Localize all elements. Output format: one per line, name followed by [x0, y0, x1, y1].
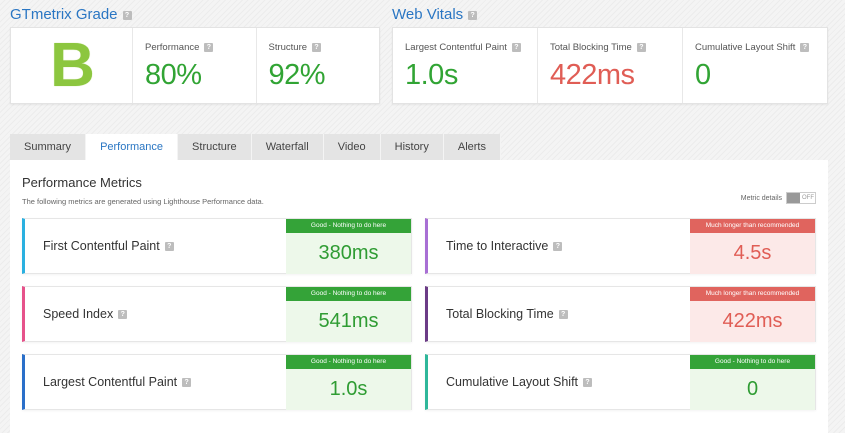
grade-letter-cell: B	[11, 28, 133, 103]
metric-details-label: Metric details	[740, 194, 782, 202]
grade-card: B Performance? 80% Structure? 92%	[10, 27, 380, 104]
metric-name: Cumulative Layout Shift	[446, 375, 579, 389]
tab-structure[interactable]: Structure	[178, 134, 252, 160]
tab-waterfall[interactable]: Waterfall	[251, 134, 324, 160]
help-icon[interactable]: ?	[553, 241, 563, 251]
cls-value: 0	[695, 59, 711, 91]
metric-card-tbt: Total Blocking Time? Much longer than re…	[425, 286, 816, 342]
help-icon[interactable]: ?	[164, 241, 174, 251]
tbt-value: 422ms	[550, 59, 635, 91]
structure-label: Structure	[268, 42, 308, 53]
metric-name: Time to Interactive	[446, 239, 549, 253]
gtmetrix-grade-title: GTmetrix Grade	[10, 6, 118, 23]
metric-badge: Good - Nothing to do here	[286, 355, 411, 369]
help-icon[interactable]: ?	[468, 10, 478, 20]
help-icon[interactable]: ?	[636, 42, 646, 52]
metric-details-control: Metric details OFF	[741, 192, 816, 204]
cls-vital: Cumulative Layout Shift? 0	[683, 28, 827, 103]
metric-result: Much longer than recommended 422ms	[690, 287, 815, 342]
metric-value: 4.5s	[690, 233, 815, 274]
metric-result: Good - Nothing to do here 0	[690, 355, 815, 410]
metric-name: Total Blocking Time	[446, 307, 554, 321]
report-tabs: Summary Performance Structure Waterfall …	[10, 134, 501, 160]
structure-score: Structure? 92%	[257, 28, 380, 103]
metric-value: 422ms	[690, 301, 815, 342]
web-vitals-title: Web Vitals	[392, 6, 464, 23]
help-icon[interactable]: ?	[511, 42, 521, 52]
tbt-label: Total Blocking Time	[550, 42, 632, 53]
web-vitals-heading: Web Vitals?	[392, 6, 478, 23]
metric-name: Speed Index	[43, 307, 114, 321]
performance-panel: Performance Metrics The following metric…	[10, 160, 828, 433]
help-icon[interactable]: ?	[583, 377, 593, 387]
grade-letter: B	[50, 31, 95, 100]
panel-subtitle: The following metrics are generated usin…	[22, 197, 264, 206]
web-vitals-card: Largest Contentful Paint? 1.0s Total Blo…	[392, 27, 828, 104]
panel-title: Performance Metrics	[22, 175, 142, 190]
structure-value: 92%	[268, 59, 326, 91]
metric-name: Largest Contentful Paint	[43, 375, 178, 389]
gtmetrix-grade-heading: GTmetrix Grade?	[10, 6, 132, 23]
help-icon[interactable]: ?	[122, 10, 132, 20]
metric-badge: Good - Nothing to do here	[286, 219, 411, 233]
metric-result: Good - Nothing to do here 380ms	[286, 219, 411, 274]
metric-badge: Much longer than recommended	[690, 219, 815, 233]
metric-value: 380ms	[286, 233, 411, 274]
metric-card-cls: Cumulative Layout Shift? Good - Nothing …	[425, 354, 816, 410]
help-icon[interactable]: ?	[312, 42, 322, 52]
tab-summary[interactable]: Summary	[10, 134, 87, 160]
help-icon[interactable]: ?	[800, 42, 810, 52]
tab-performance[interactable]: Performance	[86, 134, 179, 160]
cls-label: Cumulative Layout Shift	[695, 42, 796, 53]
help-icon[interactable]: ?	[118, 309, 128, 319]
lcp-vital: Largest Contentful Paint? 1.0s	[393, 28, 538, 103]
metric-card-fcp: First Contentful Paint? Good - Nothing t…	[22, 218, 412, 274]
metric-value: 0	[690, 369, 815, 410]
tab-video[interactable]: Video	[323, 134, 381, 160]
help-icon[interactable]: ?	[182, 377, 192, 387]
lcp-label: Largest Contentful Paint	[405, 42, 507, 53]
performance-value: 80%	[145, 59, 202, 91]
metric-details-toggle[interactable]: OFF	[786, 192, 816, 204]
metric-result: Good - Nothing to do here 541ms	[286, 287, 411, 342]
metric-card-speed-index: Speed Index? Good - Nothing to do here 5…	[22, 286, 412, 342]
performance-label: Performance	[145, 42, 200, 53]
metric-value: 541ms	[286, 301, 411, 342]
metric-result: Good - Nothing to do here 1.0s	[286, 355, 411, 410]
metric-result: Much longer than recommended 4.5s	[690, 219, 815, 274]
metric-card-lcp: Largest Contentful Paint? Good - Nothing…	[22, 354, 412, 410]
metric-badge: Good - Nothing to do here	[690, 355, 815, 369]
tab-history[interactable]: History	[380, 134, 444, 160]
metric-card-tti: Time to Interactive? Much longer than re…	[425, 218, 816, 274]
metric-badge: Much longer than recommended	[690, 287, 815, 301]
metric-badge: Good - Nothing to do here	[286, 287, 411, 301]
help-icon[interactable]: ?	[558, 309, 568, 319]
help-icon[interactable]: ?	[204, 42, 214, 52]
performance-score: Performance? 80%	[133, 28, 257, 103]
tab-alerts[interactable]: Alerts	[443, 134, 501, 160]
lcp-value: 1.0s	[405, 59, 458, 91]
toggle-state: OFF	[802, 195, 814, 201]
metric-name: First Contentful Paint	[43, 239, 160, 253]
toggle-knob	[787, 193, 800, 203]
tbt-vital: Total Blocking Time? 422ms	[538, 28, 683, 103]
metric-value: 1.0s	[286, 369, 411, 410]
